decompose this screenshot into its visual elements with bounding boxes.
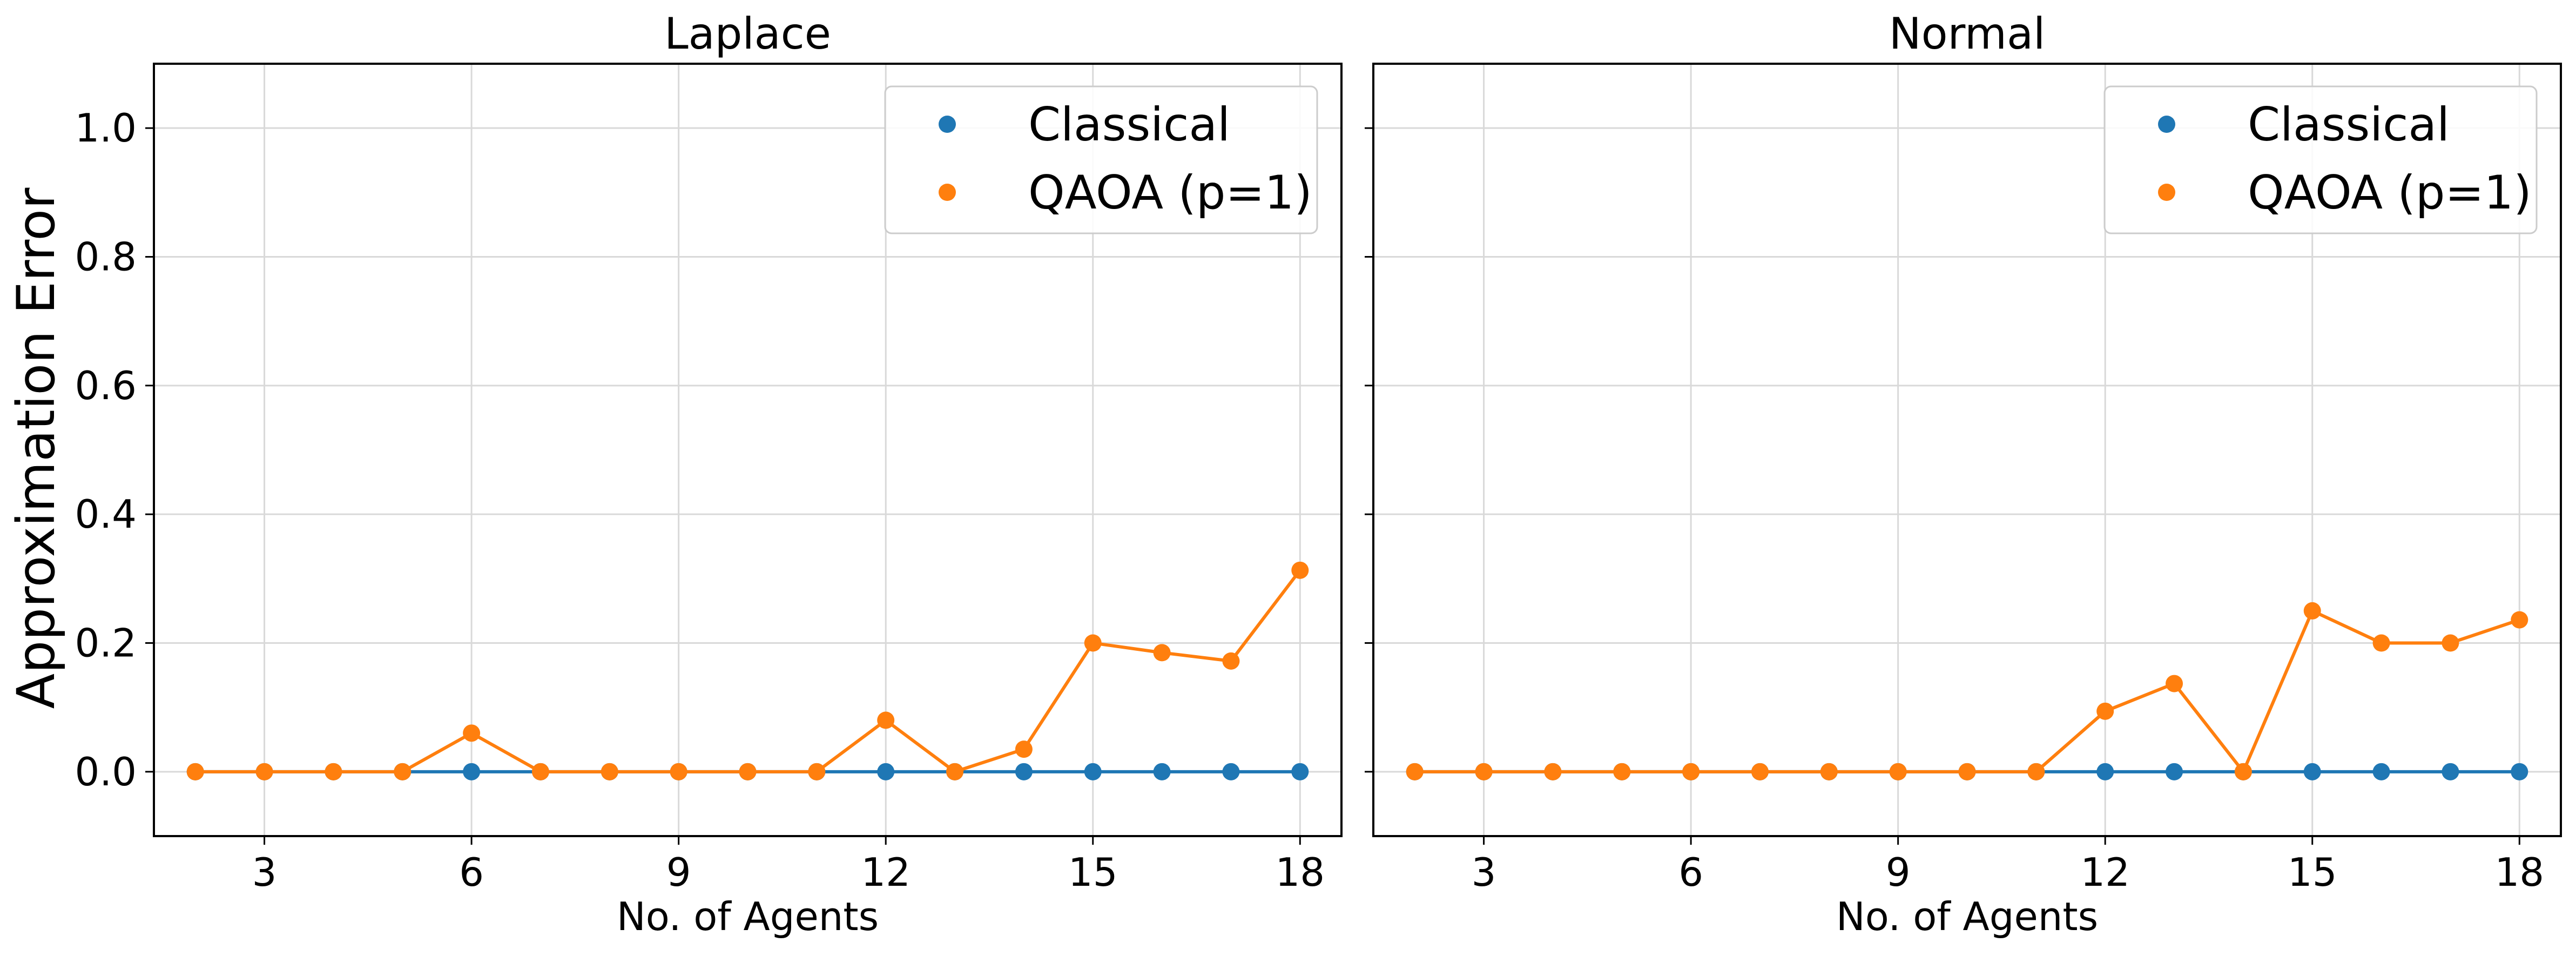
data-point-qaoa [1153,644,1171,662]
data-point-classical [2372,763,2390,780]
legend-label: QAOA (p=1) [1028,166,1312,220]
data-point-qaoa [1084,634,1102,652]
data-point-classical [2442,763,2459,780]
legend: Classical QAOA (p=1) [884,85,1318,234]
series-line-qaoa [1414,609,2520,773]
x-tick-label: 18 [1275,850,1325,895]
data-point-classical [2511,763,2528,780]
data-point-qaoa [531,763,549,780]
data-point-qaoa [325,763,342,780]
plot-frame [1372,63,2562,837]
data-point-qaoa [2372,634,2390,652]
panel-title: Normal [1889,9,2045,59]
data-point-classical [877,763,895,780]
normal-panel: 3 6 9 12 15 18 Normal No. of Agents Classical QAO… [1365,9,2562,939]
data-point-qaoa [463,724,481,742]
data-point-qaoa [186,763,204,780]
data-point-qaoa [739,763,757,780]
data-point-qaoa [2027,763,2045,780]
legend-marker-qaoa [939,184,956,201]
data-point-qaoa [1751,763,1769,780]
y-tick-label: 0.0 [75,749,137,795]
y-tick-label: 0.4 [75,492,137,537]
data-point-qaoa [255,763,273,780]
data-point-qaoa [2234,763,2252,780]
data-point-qaoa [2442,634,2459,652]
x-axis-label: No. of Agents [617,894,879,939]
laplace-panel: 3 6 9 12 15 18 0.0 0.2 0.4 0.6 0.8 1.0 Laplace No. of… [75,9,1343,939]
data-point-classical [2096,763,2114,780]
data-point-classical [1084,763,1102,780]
data-point-qaoa [1889,763,1907,780]
data-point-qaoa [1958,763,1976,780]
legend-label: Classical [1028,98,1230,152]
x-tick-label: 15 [1068,850,1118,895]
data-point-qaoa [1544,763,1562,780]
legend-label: QAOA (p=1) [2248,166,2532,220]
data-point-qaoa [1406,763,1424,780]
data-point-qaoa [946,763,964,780]
x-tick-label: 12 [861,850,911,895]
y-tick-label: 0.8 [75,234,137,280]
legend-marker-classical [2158,116,2175,133]
x-tick-label: 6 [1678,850,1703,895]
data-point-qaoa [2303,602,2321,620]
data-point-qaoa [2096,702,2114,720]
data-point-classical [1153,763,1171,780]
data-point-qaoa [1015,740,1033,758]
data-point-qaoa [601,763,618,780]
y-tick-label: 0.2 [75,621,137,666]
data-point-qaoa [2166,675,2183,692]
data-point-qaoa [394,763,412,780]
x-axis-label: No. of Agents [1836,894,2098,939]
data-point-classical [2166,763,2183,780]
x-tick-label: 18 [2494,850,2544,895]
legend-marker-classical [939,116,956,133]
x-tick-label: 3 [252,850,277,895]
x-tick-label: 9 [1886,850,1911,895]
x-tick-label: 15 [2288,850,2337,895]
y-tick-label: 1.0 [75,105,137,151]
plot-frame [153,63,1343,837]
data-point-qaoa [808,763,826,780]
x-tick-label: 9 [666,850,691,895]
y-tick-label: 0.6 [75,363,137,408]
data-point-qaoa [1475,763,1493,780]
legend-box [2103,85,2538,234]
data-point-qaoa [670,763,687,780]
data-point-classical [1222,763,1240,780]
x-tick-label: 6 [459,850,484,895]
legend: Classical QAOA (p=1) [2103,85,2538,234]
data-point-qaoa [1613,763,1631,780]
data-point-qaoa [1291,561,1309,579]
data-point-qaoa [1222,652,1240,670]
panel-title: Laplace [664,9,831,59]
x-tick-label: 3 [1472,850,1496,895]
x-tick-label: 12 [2080,850,2130,895]
data-point-qaoa [1682,763,1700,780]
data-point-qaoa [1820,763,1838,780]
data-point-qaoa [2511,611,2528,629]
y-axis-label: Approximation Error [6,187,66,709]
data-point-qaoa [877,711,895,729]
data-point-classical [1291,763,1309,780]
data-point-classical [463,763,481,780]
data-point-classical [1015,763,1033,780]
data-point-classical [2303,763,2321,780]
legend-box [884,85,1318,234]
legend-marker-qaoa [2158,184,2175,201]
legend-label: Classical [2248,98,2450,152]
series-line-qaoa [195,569,1302,773]
